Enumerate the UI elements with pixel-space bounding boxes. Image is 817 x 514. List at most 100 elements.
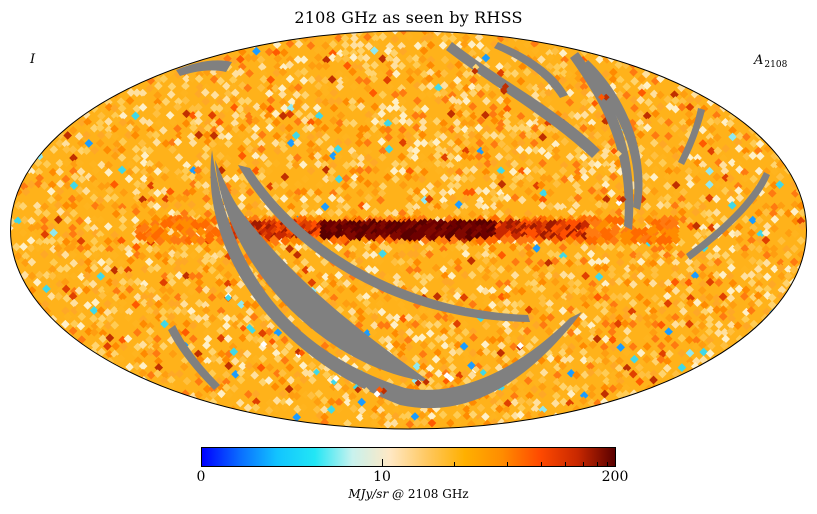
sky-pixel bbox=[446, 138, 456, 148]
sky-pixel bbox=[475, 417, 485, 427]
sky-pixel bbox=[608, 75, 618, 84]
sky-pixel bbox=[91, 179, 101, 189]
sky-pixel bbox=[403, 361, 413, 371]
sky-pixel bbox=[585, 90, 595, 100]
sky-pixel bbox=[390, 111, 400, 121]
sky-pixel bbox=[292, 193, 302, 203]
sky-pixel bbox=[489, 131, 499, 140]
sky-pixel bbox=[173, 200, 183, 210]
sky-pixel bbox=[691, 326, 700, 336]
sky-pixel bbox=[104, 102, 114, 112]
sky-pixel bbox=[678, 319, 687, 328]
sky-pixel bbox=[320, 257, 329, 267]
sky-pixel bbox=[245, 144, 255, 154]
sky-pixel bbox=[677, 207, 687, 217]
sky-pixel bbox=[385, 104, 395, 114]
sky-pixel bbox=[559, 298, 568, 308]
sky-pixel bbox=[180, 256, 189, 266]
sky-pixel bbox=[111, 116, 121, 126]
sky-pixel bbox=[186, 132, 196, 141]
sky-pixel bbox=[642, 334, 652, 343]
sky-pixel bbox=[762, 167, 771, 176]
sky-pixel bbox=[664, 327, 673, 337]
sky-pixel bbox=[103, 321, 113, 330]
sky-pixel bbox=[329, 151, 338, 161]
sky-pixel bbox=[161, 139, 171, 148]
sky-pixel bbox=[559, 60, 568, 70]
sky-pixel bbox=[432, 151, 442, 160]
sky-pixel bbox=[712, 299, 721, 309]
sky-pixel bbox=[657, 279, 667, 289]
sky-pixel bbox=[284, 397, 294, 407]
sky-pixel bbox=[222, 159, 232, 169]
sky-pixel bbox=[54, 292, 63, 301]
sky-pixel bbox=[608, 312, 618, 322]
sky-pixel bbox=[481, 256, 491, 265]
sky-pixel bbox=[511, 320, 520, 330]
sky-pixel bbox=[160, 271, 170, 281]
sky-pixel bbox=[655, 200, 665, 210]
sky-pixel bbox=[95, 320, 105, 329]
sky-pixel bbox=[280, 356, 290, 365]
sky-pixel bbox=[119, 188, 129, 197]
sky-pixel bbox=[798, 221, 807, 231]
sky-pixel bbox=[378, 54, 387, 64]
sky-pixel bbox=[677, 194, 686, 204]
sky-pixel bbox=[334, 69, 344, 79]
sky-pixel bbox=[321, 165, 331, 175]
sky-pixel bbox=[175, 193, 184, 203]
sky-pixel bbox=[376, 70, 386, 79]
sky-pixel bbox=[448, 347, 458, 357]
sky-pixel bbox=[586, 249, 596, 259]
sky-pixel bbox=[167, 312, 176, 322]
sky-pixel bbox=[34, 179, 43, 189]
sky-pixel bbox=[194, 370, 203, 380]
sky-pixel bbox=[110, 131, 120, 141]
sky-pixel bbox=[518, 62, 527, 72]
sky-pixel bbox=[217, 349, 226, 359]
sky-pixel bbox=[287, 97, 297, 107]
sky-pixel bbox=[273, 369, 282, 378]
sky-pixel bbox=[399, 159, 409, 169]
sky-pixel bbox=[524, 305, 534, 315]
sky-pixel bbox=[118, 207, 127, 216]
sky-pixel bbox=[383, 272, 393, 282]
sky-pixel bbox=[601, 263, 610, 273]
sky-pixel bbox=[145, 165, 155, 175]
sky-pixel bbox=[566, 328, 576, 338]
sky-pixel bbox=[348, 97, 357, 107]
sky-pixel bbox=[718, 312, 728, 321]
sky-pixel bbox=[525, 158, 534, 168]
sky-pixel bbox=[145, 130, 155, 140]
sky-pixel bbox=[250, 132, 260, 142]
sky-pixel bbox=[762, 272, 772, 282]
sky-pixel bbox=[243, 403, 253, 413]
sky-pixel bbox=[433, 159, 443, 168]
sky-pixel bbox=[158, 307, 168, 317]
sky-pixel bbox=[566, 200, 576, 210]
sky-pixel bbox=[264, 406, 274, 415]
sky-pixel bbox=[440, 341, 450, 351]
sky-pixel bbox=[742, 307, 751, 317]
masked-arc-east-2 bbox=[678, 108, 705, 165]
sky-pixel bbox=[42, 209, 51, 218]
sky-pixel bbox=[546, 264, 556, 273]
sky-pixel bbox=[690, 90, 700, 99]
sky-pixel bbox=[439, 356, 448, 366]
sky-pixel bbox=[679, 277, 688, 287]
sky-pixel bbox=[754, 284, 764, 294]
sky-pixel bbox=[126, 160, 135, 169]
sky-pixel bbox=[699, 347, 708, 357]
sky-pixel bbox=[721, 144, 731, 153]
sky-pixel bbox=[154, 118, 164, 128]
sky-pixel bbox=[230, 88, 240, 98]
sky-pixel bbox=[221, 257, 231, 266]
sky-pixel bbox=[658, 153, 668, 163]
sky-pixel bbox=[552, 62, 562, 72]
sky-pixel bbox=[257, 139, 266, 149]
sky-pixel bbox=[138, 95, 148, 105]
sky-pixel bbox=[404, 31, 413, 35]
sky-pixel bbox=[656, 116, 666, 126]
sky-pixel bbox=[440, 81, 449, 90]
sky-pixel bbox=[244, 209, 254, 218]
